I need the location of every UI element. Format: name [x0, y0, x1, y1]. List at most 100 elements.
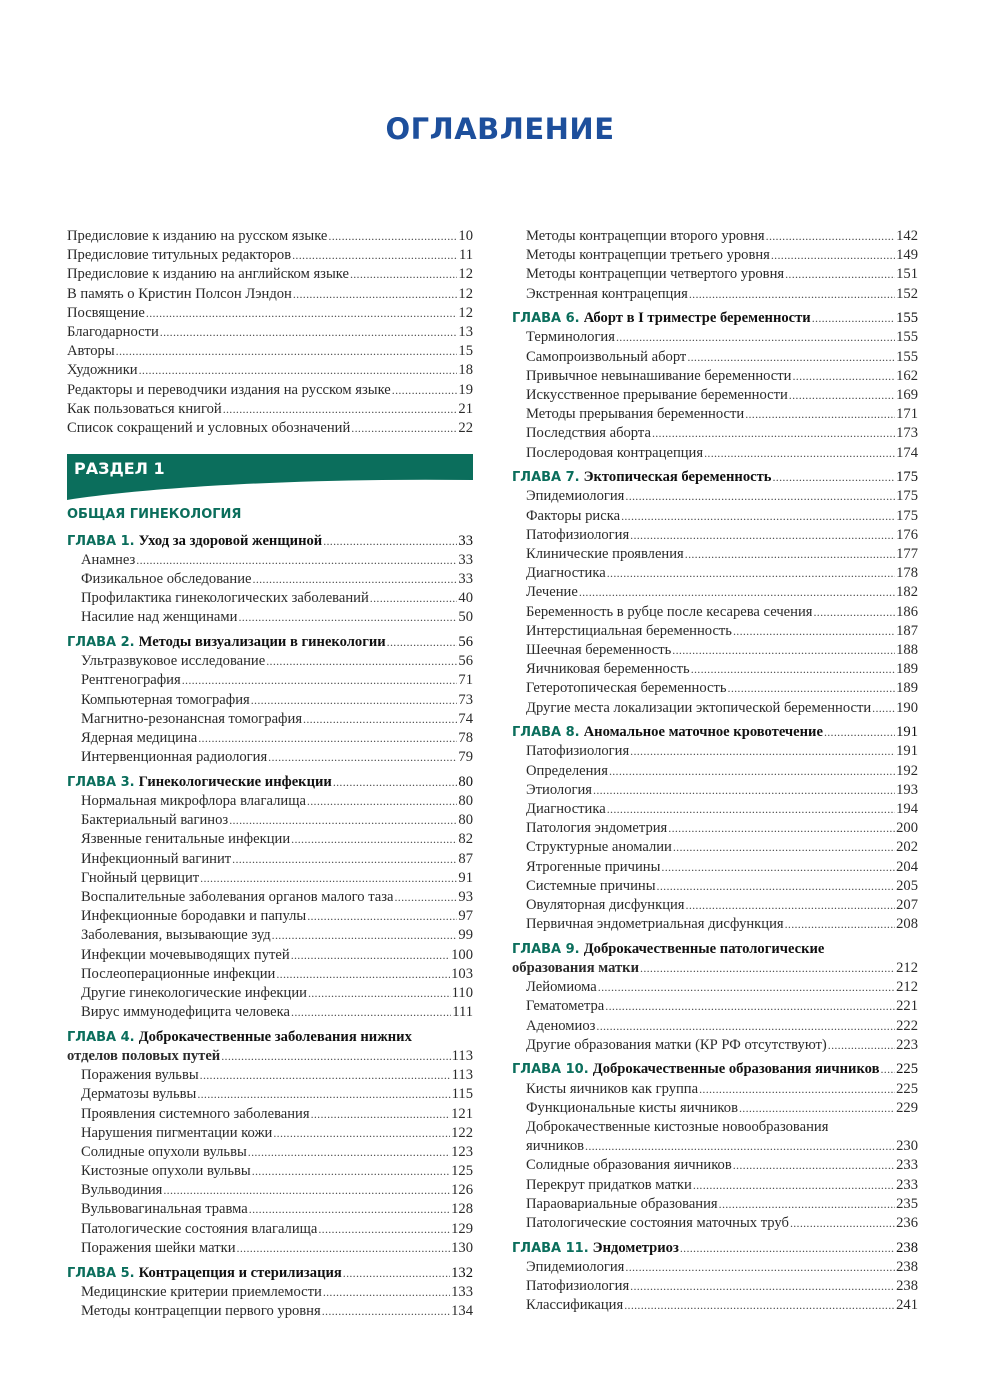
toc-entry[interactable]: Патофизиология 176	[512, 526, 918, 545]
toc-entry[interactable]: Инфекционный вагинит 87	[67, 850, 473, 869]
toc-entry[interactable]: Вульводиния 126	[67, 1181, 473, 1200]
chapter-heading[interactable]: отделов половых путей 113	[67, 1047, 473, 1066]
chapter-heading[interactable]: ГЛАВА 2. Методы визуализации в гинекологи…	[67, 633, 473, 652]
chapter-heading[interactable]: ГЛАВА 11.Эндометриоз 238	[512, 1239, 918, 1258]
toc-entry[interactable]: Лейомиома 212	[512, 978, 918, 997]
toc-entry[interactable]: Другие образования матки (КР РФ отсутств…	[512, 1036, 918, 1055]
toc-entry[interactable]: Вульвовагинальная травма 128	[67, 1200, 473, 1219]
toc-entry[interactable]: Инфекции мочевыводящих путей 100	[67, 946, 473, 965]
toc-entry[interactable]: Воспалительные заболевания органов малог…	[67, 888, 473, 907]
toc-entry[interactable]: Медицинские критерии приемлемости 133	[67, 1283, 473, 1302]
toc-entry[interactable]: Дерматозы вульвы 115	[67, 1085, 473, 1104]
toc-entry[interactable]: Как пользоваться книгой 21	[67, 400, 473, 419]
chapter-heading[interactable]: ГЛАВА 10. Доброкачественные образования я…	[512, 1060, 918, 1079]
toc-entry[interactable]: яичников 230	[512, 1137, 918, 1156]
toc-entry[interactable]: Клинические проявления 177	[512, 545, 918, 564]
toc-entry[interactable]: Эпидемиология 238	[512, 1258, 918, 1277]
toc-entry[interactable]: Диагностика 194	[512, 800, 918, 819]
toc-entry[interactable]: Ятрогенные причины 204	[512, 858, 918, 877]
toc-entry[interactable]: Список сокращений и условных обозначений…	[67, 419, 473, 438]
toc-entry[interactable]: Патологические состояния влагалища 129	[67, 1220, 473, 1239]
chapter-heading[interactable]: ГЛАВА 8. Аномальное маточное кровотечение…	[512, 723, 918, 742]
toc-entry[interactable]: Солидные образования яичников 233	[512, 1156, 918, 1175]
chapter-heading[interactable]: ГЛАВА 3.Гинекологические инфекции 80	[67, 773, 473, 792]
toc-entry[interactable]: Магнитно-резонансная томография 74	[67, 710, 473, 729]
toc-entry[interactable]: Патологические состояния маточных труб 23…	[512, 1214, 918, 1233]
toc-entry-line[interactable]: Доброкачественные кистозные новообразова…	[512, 1118, 918, 1137]
toc-entry[interactable]: Посвящение 12	[67, 304, 473, 323]
toc-entry[interactable]: Профилактика гинекологических заболевани…	[67, 589, 473, 608]
toc-entry[interactable]: Другие места локализации эктопической бе…	[512, 699, 918, 718]
toc-entry[interactable]: Первичная эндометриальная дисфункция 208	[512, 915, 918, 934]
chapter-heading[interactable]: ГЛАВА 7.Эктопическая беременность 175	[512, 468, 918, 487]
toc-entry[interactable]: Самопроизвольный аборт 155	[512, 348, 918, 367]
toc-entry[interactable]: Авторы 15	[67, 342, 473, 361]
toc-entry[interactable]: Беременность в рубце после кесарева сече…	[512, 603, 918, 622]
toc-entry[interactable]: Эпидемиология 175	[512, 487, 918, 506]
toc-entry[interactable]: Овуляторная дисфункция 207	[512, 896, 918, 915]
toc-entry[interactable]: Интерстициальная беременность 187	[512, 622, 918, 641]
toc-entry[interactable]: Заболевания, вызывающие зуд 99	[67, 926, 473, 945]
chapter-heading-line[interactable]: ГЛАВА 4. Доброкачественные заболевания ни…	[67, 1028, 473, 1047]
toc-entry[interactable]: Предисловие к изданию на английском язык…	[67, 265, 473, 284]
toc-entry[interactable]: Терминология 155	[512, 328, 918, 347]
chapter-heading[interactable]: ГЛАВА 6. Аборт в I триместре беременности…	[512, 309, 918, 328]
toc-entry[interactable]: Послеродовая контрацепция 174	[512, 444, 918, 463]
toc-entry[interactable]: Поражения вульвы 113	[67, 1066, 473, 1085]
toc-entry[interactable]: Методы контрацепции четвертого уровня 151	[512, 265, 918, 284]
toc-entry[interactable]: Проявления системного заболевания 121	[67, 1105, 473, 1124]
toc-entry[interactable]: Диагностика 178	[512, 564, 918, 583]
toc-entry[interactable]: Методы контрацепции третьего уровня 149	[512, 246, 918, 265]
toc-entry[interactable]: Факторы риска 175	[512, 507, 918, 526]
toc-entry[interactable]: Патофизиология 191	[512, 742, 918, 761]
toc-entry[interactable]: Привычное невынашивание беременности 162	[512, 367, 918, 386]
toc-entry[interactable]: Гнойный цервицит 91	[67, 869, 473, 888]
toc-entry[interactable]: В память о Кристин Полсон Лэндон 12	[67, 285, 473, 304]
chapter-heading[interactable]: ГЛАВА 5.Контрацепция и стерилизация 132	[67, 1264, 473, 1283]
toc-entry[interactable]: Благодарности 13	[67, 323, 473, 342]
toc-entry[interactable]: Вирус иммунодефицита человека 111	[67, 1003, 473, 1022]
toc-entry[interactable]: Компьютерная томография 73	[67, 691, 473, 710]
toc-entry[interactable]: Поражения шейки матки 130	[67, 1239, 473, 1258]
toc-entry[interactable]: Послеоперационные инфекции 103	[67, 965, 473, 984]
toc-entry[interactable]: Предисловие титульных редакторов 11	[67, 246, 473, 265]
toc-entry[interactable]: Ультразвуковое исследование 56	[67, 652, 473, 671]
toc-entry[interactable]: Инфекционные бородавки и папулы 97	[67, 907, 473, 926]
toc-entry[interactable]: Интервенционная радиология 79	[67, 748, 473, 767]
toc-entry[interactable]: Патофизиология 238	[512, 1277, 918, 1296]
toc-entry[interactable]: Функциональные кисты яичников 229	[512, 1099, 918, 1118]
toc-entry[interactable]: Этиология 193	[512, 781, 918, 800]
toc-entry[interactable]: Кисты яичников как группа 225	[512, 1080, 918, 1099]
chapter-heading[interactable]: ГЛАВА 1.Уход за здоровой женщиной 33	[67, 532, 473, 551]
toc-entry[interactable]: Нарушения пигментации кожи 122	[67, 1124, 473, 1143]
toc-entry[interactable]: Яичниковая беременность 189	[512, 660, 918, 679]
toc-entry[interactable]: Шеечная беременность 188	[512, 641, 918, 660]
toc-entry[interactable]: Определения 192	[512, 762, 918, 781]
toc-entry[interactable]: Бактериальный вагиноз 80	[67, 811, 473, 830]
toc-entry[interactable]: Системные причины 205	[512, 877, 918, 896]
toc-entry[interactable]: Лечение 182	[512, 583, 918, 602]
toc-entry[interactable]: Экстренная контрацепция 152	[512, 285, 918, 304]
toc-entry[interactable]: Методы контрацепции второго уровня 142	[512, 227, 918, 246]
toc-entry[interactable]: Предисловие к изданию на русском языке 10	[67, 227, 473, 246]
toc-entry[interactable]: Кистозные опухоли вульвы 125	[67, 1162, 473, 1181]
toc-entry[interactable]: Классификация 241	[512, 1296, 918, 1315]
toc-entry[interactable]: Гетеротопическая беременность 189	[512, 679, 918, 698]
toc-entry[interactable]: Редакторы и переводчики издания на русск…	[67, 381, 473, 400]
toc-entry[interactable]: Нормальная микрофлора влагалища 80	[67, 792, 473, 811]
toc-entry[interactable]: Физикальное обследование 33	[67, 570, 473, 589]
toc-entry[interactable]: Солидные опухоли вульвы 123	[67, 1143, 473, 1162]
toc-entry[interactable]: Анамнез 33	[67, 551, 473, 570]
toc-entry[interactable]: Насилие над женщинами 50	[67, 608, 473, 627]
toc-entry[interactable]: Параовариальные образования 235	[512, 1195, 918, 1214]
toc-entry[interactable]: Методы контрацепции первого уровня 134	[67, 1302, 473, 1321]
toc-entry[interactable]: Искусственное прерывание беременности 169	[512, 386, 918, 405]
toc-entry[interactable]: Другие гинекологические инфекции 110	[67, 984, 473, 1003]
toc-entry[interactable]: Рентгенография 71	[67, 671, 473, 690]
toc-entry[interactable]: Аденомиоз 222	[512, 1017, 918, 1036]
toc-entry[interactable]: Перекрут придатков матки 233	[512, 1176, 918, 1195]
toc-entry[interactable]: Последствия аборта 173	[512, 424, 918, 443]
chapter-heading-line[interactable]: ГЛАВА 9. Доброкачественные патологические	[512, 940, 918, 959]
toc-entry[interactable]: Ядерная медицина 78	[67, 729, 473, 748]
toc-entry[interactable]: Художники 18	[67, 361, 473, 380]
